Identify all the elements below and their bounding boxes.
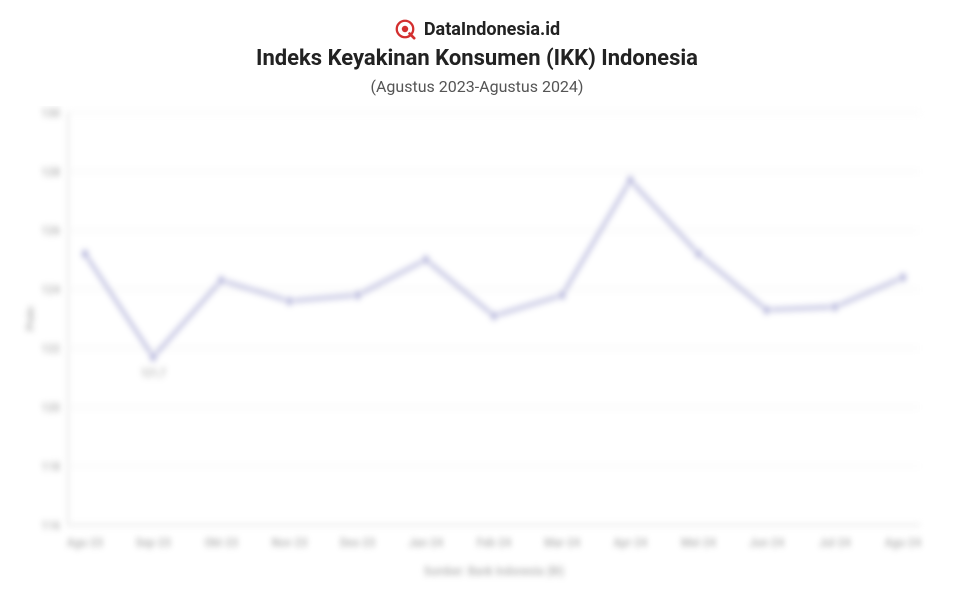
svg-text:Agu-23: Agu-23 xyxy=(67,535,103,550)
svg-text:Okt-23: Okt-23 xyxy=(205,535,239,550)
svg-text:Poin: Poin xyxy=(23,307,36,331)
svg-text:120: 120 xyxy=(41,400,60,415)
svg-text:Jan-24: Jan-24 xyxy=(408,535,443,550)
svg-text:124: 124 xyxy=(41,282,60,297)
svg-text:130: 130 xyxy=(41,106,60,120)
svg-text:Agu-24: Agu-24 xyxy=(885,535,922,550)
svg-text:Jun-24: Jun-24 xyxy=(749,535,784,550)
svg-text:Sep-23: Sep-23 xyxy=(135,535,170,550)
brand-row: DataIndonesia.id xyxy=(394,18,560,40)
svg-text:126: 126 xyxy=(41,223,60,238)
svg-text:Apr-24: Apr-24 xyxy=(613,535,647,550)
svg-text:Jul-24: Jul-24 xyxy=(819,535,851,550)
svg-text:121,7: 121,7 xyxy=(141,366,166,380)
svg-text:Feb-24: Feb-24 xyxy=(477,535,512,550)
svg-text:Mei-24: Mei-24 xyxy=(681,535,716,550)
chart-title: Indeks Keyakinan Konsumen (IKK) Indonesi… xyxy=(256,46,698,71)
svg-text:128: 128 xyxy=(41,164,60,179)
chart-area: 116 118 120 122 124 126 128 130 Agu-23 Sep-23 Okt-… xyxy=(20,106,934,586)
brand-name: DataIndonesia.id xyxy=(424,19,560,40)
svg-text:Mar-24: Mar-24 xyxy=(544,535,580,550)
chart-subtitle: (Agustus 2023-Agustus 2024) xyxy=(371,77,584,96)
chart-container: DataIndonesia.id Indeks Keyakinan Konsum… xyxy=(0,0,954,596)
brand-icon xyxy=(394,18,416,40)
svg-text:122: 122 xyxy=(41,341,60,356)
svg-text:Sumber: Bank Indonesia (BI): Sumber: Bank Indonesia (BI) xyxy=(424,564,564,579)
svg-text:118: 118 xyxy=(41,459,60,474)
line-chart-svg: 116 118 120 122 124 126 128 130 Agu-23 Sep-23 Okt-… xyxy=(20,106,934,586)
chart-header: DataIndonesia.id Indeks Keyakinan Konsum… xyxy=(20,18,934,96)
svg-text:116: 116 xyxy=(41,518,60,533)
svg-text:Nov-23: Nov-23 xyxy=(272,535,308,550)
svg-text:Des-23: Des-23 xyxy=(340,535,375,550)
